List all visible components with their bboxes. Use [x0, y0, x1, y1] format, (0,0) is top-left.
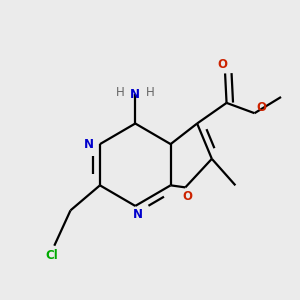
Text: N: N — [133, 208, 143, 221]
Text: H: H — [146, 86, 155, 99]
Text: H: H — [116, 86, 124, 99]
Text: O: O — [256, 101, 266, 114]
Text: O: O — [217, 58, 227, 71]
Text: N: N — [130, 88, 140, 100]
Text: O: O — [183, 190, 193, 203]
Text: Cl: Cl — [46, 249, 58, 262]
Text: N: N — [84, 138, 94, 151]
